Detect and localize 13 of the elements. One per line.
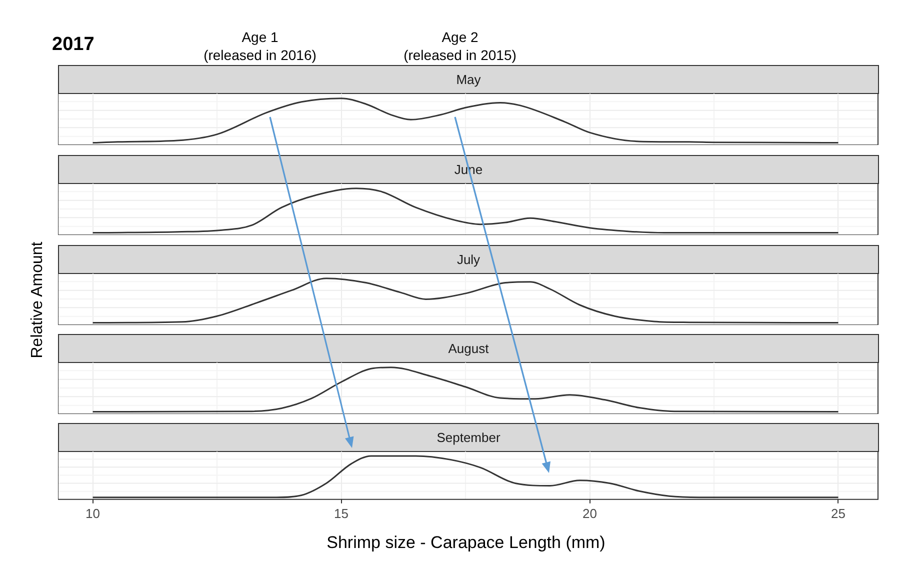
chart-subtitle: July — [58, 245, 879, 274]
x-tick-label: 15 — [334, 506, 349, 521]
text: Age 2 (released in 2015) — [404, 28, 516, 64]
chart-subtitle: May — [58, 65, 879, 94]
chart-subtitle: September — [58, 423, 879, 452]
text: Age 1 (released in 2016) — [204, 28, 316, 64]
x-tick-label: 10 — [86, 506, 100, 521]
x-axis-title: Shrimp size - Carapace Length (mm) — [326, 533, 606, 553]
chart-title: 2017 — [52, 34, 94, 56]
y-axis-title: Relative Amount — [29, 242, 47, 358]
chart-subtitle: August — [58, 334, 879, 363]
x-tick-label: 25 — [831, 506, 846, 521]
x-tick-label: 20 — [582, 506, 597, 521]
